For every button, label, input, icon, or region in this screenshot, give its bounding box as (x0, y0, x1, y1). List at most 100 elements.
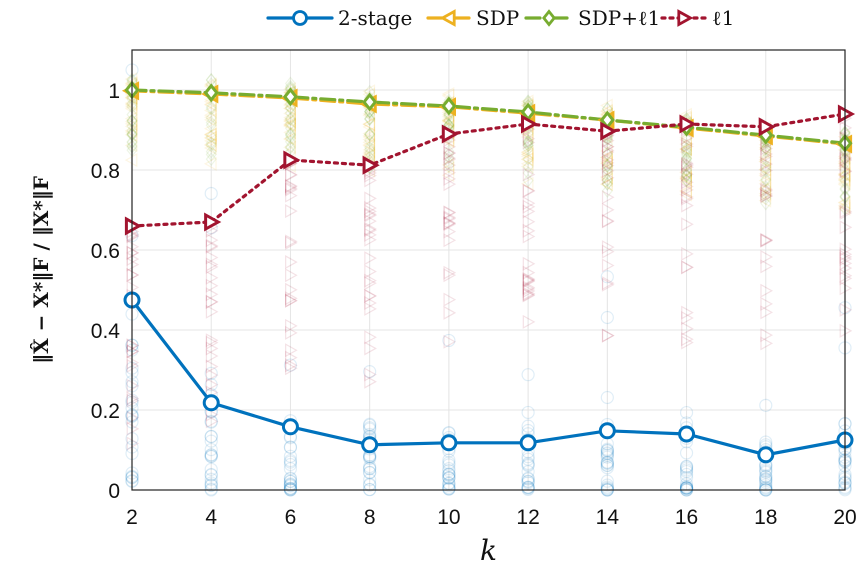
trial-point (203, 121, 217, 136)
trial-point (520, 127, 534, 142)
trial-point (283, 114, 296, 129)
trial-point (285, 188, 298, 203)
x-axis-label: k (480, 534, 497, 567)
trial-point (441, 87, 455, 102)
trial-point (601, 143, 615, 158)
data-point (281, 418, 299, 436)
trial-point (284, 121, 297, 136)
data-point (124, 216, 143, 236)
trial-point (522, 173, 534, 188)
trial-point (205, 407, 219, 422)
trial-point (205, 377, 219, 392)
trial-point (522, 184, 536, 199)
trial-point (443, 233, 457, 248)
trial-point (681, 182, 694, 197)
x-tick-label: 8 (364, 506, 376, 529)
trial-point (362, 129, 376, 145)
y-tick-label: 0.8 (91, 160, 120, 183)
trial-point (679, 480, 694, 495)
trial-point (758, 152, 772, 167)
trial-point (205, 287, 219, 302)
trial-point (362, 135, 376, 150)
trial-point (760, 152, 772, 167)
trial-point (204, 482, 218, 496)
trial-point (283, 113, 296, 128)
trial-point (205, 111, 217, 125)
trial-point (679, 405, 694, 420)
trial-point (522, 229, 536, 244)
trial-point (364, 173, 377, 188)
trial-point (600, 444, 614, 458)
trial-point (284, 116, 297, 131)
trial-point (679, 481, 694, 496)
trial-point (363, 417, 377, 431)
trial-point (680, 148, 693, 162)
trial-point (680, 144, 693, 159)
trial-point (760, 182, 774, 197)
trial-point (681, 160, 694, 175)
trial-point (203, 127, 217, 142)
trial-point (443, 205, 457, 220)
trial-point (758, 140, 772, 155)
trial-point (681, 310, 694, 325)
trial-point (364, 214, 377, 229)
trial-point (283, 358, 298, 372)
trial-point (204, 478, 218, 492)
trial-point (680, 168, 693, 183)
trial-point (681, 198, 694, 213)
trial-point (364, 168, 377, 183)
trial-point (204, 378, 218, 392)
trial-point (285, 181, 298, 196)
trial-point (522, 138, 534, 153)
trial-point (758, 166, 772, 181)
data-point (203, 83, 219, 103)
trial-point (442, 482, 456, 496)
trial-point (364, 140, 376, 155)
trial-point (681, 156, 694, 171)
trial-point (759, 481, 773, 495)
trial-point (443, 146, 455, 161)
trial-point (205, 115, 217, 130)
trial-point (522, 273, 536, 288)
trial-point (205, 259, 219, 274)
trial-point (363, 478, 377, 492)
trial-point (205, 233, 219, 248)
trial-point (522, 159, 534, 174)
trial-point (442, 468, 456, 482)
trial-point (204, 468, 218, 482)
trial-point (443, 224, 457, 239)
trial-point (680, 173, 693, 188)
trial-point (600, 450, 614, 464)
data-point (679, 114, 697, 134)
trial-point (680, 137, 693, 152)
trial-point (441, 112, 455, 127)
trial-point (443, 268, 457, 283)
trial-point (679, 479, 694, 493)
trial-point (681, 305, 694, 320)
trial-point (521, 480, 535, 494)
trial-point (521, 405, 535, 420)
trial-point (363, 461, 377, 475)
trial-point (760, 188, 774, 203)
trial-point (679, 164, 692, 180)
trial-point (681, 335, 694, 350)
trial-point (203, 130, 217, 145)
trial-point (679, 165, 692, 180)
trial-point (364, 273, 377, 288)
trial-point (205, 118, 217, 133)
x-tick-label: 14 (596, 506, 620, 529)
trial-point (204, 449, 218, 463)
legend-box (262, 0, 722, 36)
trial-point (441, 114, 455, 129)
trial-point (522, 283, 536, 298)
trial-point (203, 137, 217, 152)
data-point (282, 87, 298, 107)
trial-point (760, 173, 772, 188)
trial-point (520, 149, 534, 164)
trial-point (364, 142, 376, 157)
trial-point (363, 365, 377, 379)
trial-point (364, 296, 377, 311)
trial-point (520, 152, 534, 167)
trial-point (601, 158, 613, 173)
trial-point (283, 462, 298, 476)
